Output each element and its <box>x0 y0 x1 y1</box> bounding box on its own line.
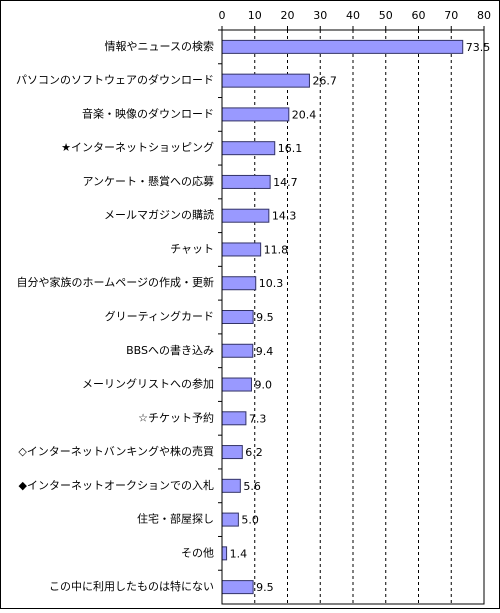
y-tick-label: メーリングリストへの参加 <box>82 377 214 391</box>
value-label: 20.4 <box>292 108 317 121</box>
bar <box>221 377 252 392</box>
y-tick-label: グリーティングカード <box>105 309 214 323</box>
y-tick-label: その他 <box>181 546 214 559</box>
value-label: 16.1 <box>278 142 303 155</box>
x-tick-label: 30 <box>313 9 327 22</box>
y-tick-label: BBSへの書き込み <box>126 343 214 357</box>
x-tick-label: 0 <box>219 9 226 22</box>
y-tick-label: ◆インターネットオークションでの入札 <box>19 479 214 492</box>
bar <box>221 276 257 291</box>
bar <box>221 141 276 156</box>
value-label: 7.3 <box>249 412 267 425</box>
value-label: 9.4 <box>256 345 274 358</box>
bar <box>221 478 241 493</box>
y-tick-label: ★インターネットショッピング <box>61 140 214 154</box>
y-tick-label: この中に利用したものは特にない <box>49 579 214 593</box>
x-tick-label: 10 <box>248 9 262 22</box>
value-label: 6.2 <box>245 446 263 459</box>
value-label: 14.7 <box>273 176 298 189</box>
bar <box>221 512 239 527</box>
y-tick-label: 住宅・部屋探し <box>137 512 214 526</box>
bar <box>221 546 228 561</box>
value-label: 11.8 <box>264 243 289 256</box>
bar <box>221 242 262 257</box>
x-tick-label: 50 <box>379 9 393 22</box>
value-label: 9.5 <box>256 581 274 594</box>
value-label: 14.3 <box>272 210 297 223</box>
value-label: 26.7 <box>312 75 337 88</box>
value-label: 9.5 <box>256 311 274 324</box>
y-tick-label: 音楽・映像のダウンロード <box>82 106 214 120</box>
bar <box>221 39 464 54</box>
x-tick-label: 70 <box>444 9 458 22</box>
value-label: 9.0 <box>254 379 272 392</box>
x-tick-label: 60 <box>412 9 426 22</box>
value-label: 10.3 <box>259 277 284 290</box>
bar <box>221 174 271 189</box>
bar <box>221 580 254 595</box>
value-label: 1.4 <box>230 547 248 560</box>
y-tick-label: メールマガジンの購読 <box>104 208 214 222</box>
bar <box>221 73 310 88</box>
y-tick-label: 自分や家族のホームページの作成・更新 <box>17 275 214 289</box>
bar <box>221 107 290 122</box>
bar <box>221 310 254 324</box>
x-tick-label: 80 <box>477 9 491 22</box>
value-label: 73.5 <box>466 41 491 54</box>
bar <box>221 208 270 223</box>
bar <box>221 411 247 426</box>
bar <box>221 343 254 358</box>
y-tick-label: 情報やニュースの検索 <box>105 39 214 53</box>
x-tick-label: 20 <box>281 9 295 22</box>
plot-area <box>221 29 485 605</box>
y-tick-label: ☆チケット予約 <box>138 410 214 424</box>
bar <box>221 445 243 460</box>
x-tick-label: 40 <box>346 9 360 22</box>
y-tick-label: アンケート・懸賞への応募 <box>82 174 214 188</box>
y-tick-label: チャット <box>170 242 214 255</box>
value-label: 5.0 <box>241 514 259 527</box>
y-tick-label: パソコンのソフトウェアのダウンロード <box>16 73 214 87</box>
y-tick-label: ◇インターネットバンキングや株の売買 <box>18 444 214 458</box>
value-label: 5.6 <box>243 480 261 493</box>
